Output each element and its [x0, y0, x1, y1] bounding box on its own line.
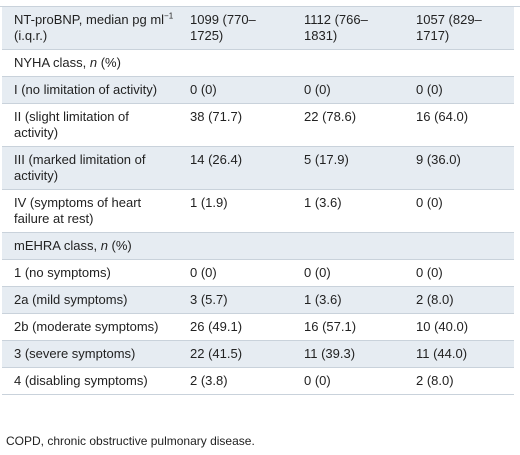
row-label: III (marked limitation of activity)	[2, 146, 182, 190]
table-cell: 0 (0)	[408, 76, 514, 104]
row-label: 2a (mild symptoms)	[2, 286, 182, 314]
table-cell: 11 (39.3)	[296, 340, 408, 368]
label-text: 2a (mild symptoms)	[14, 292, 128, 307]
label-text: 1 (no symptoms)	[14, 265, 111, 280]
table-cell: 0 (0)	[182, 259, 296, 287]
footnote: COPD, chronic obstructive pulmonary dise…	[6, 434, 255, 448]
table-cell: 2 (8.0)	[408, 286, 514, 314]
table-row: 2b (moderate symptoms) 26 (49.1) 16 (57.1)…	[2, 313, 514, 341]
row-label: II (slight limitation of activity)	[2, 103, 182, 147]
label-superscript: −1	[164, 11, 174, 21]
label-italic: n	[89, 55, 98, 70]
label-text: 2b (moderate symptoms)	[14, 319, 159, 334]
table-cell: 5 (17.9)	[296, 146, 408, 190]
table-cell: 1 (1.9)	[182, 189, 296, 233]
table-cell: 16 (64.0)	[408, 103, 514, 147]
row-label: 1 (no symptoms)	[2, 259, 182, 287]
table-cell: 0 (0)	[296, 259, 408, 287]
table-row: I (no limitation of activity) 0 (0) 0 (0) 0…	[2, 76, 514, 104]
row-label: 4 (disabling symptoms)	[2, 367, 182, 395]
table-row: 3 (severe symptoms) 22 (41.5) 11 (39.3) 11 …	[2, 340, 514, 368]
table-cell: 1112 (766–1831)	[296, 7, 408, 50]
table-row: NYHA class, n (%)	[2, 49, 514, 77]
table-cell: 0 (0)	[408, 259, 514, 287]
table-cell: 9 (36.0)	[408, 146, 514, 190]
row-label: 3 (severe symptoms)	[2, 340, 182, 368]
label-italic: n	[100, 238, 108, 253]
table-cell: 2 (3.8)	[182, 367, 296, 395]
label-text: 4 (disabling symptoms)	[14, 373, 148, 388]
label-text: (i.q.r.)	[14, 28, 48, 43]
table-cell: 2 (8.0)	[408, 367, 514, 395]
table-cell: 14 (26.4)	[182, 146, 296, 190]
label-text: NT-proBNP, median pg ml	[14, 12, 165, 27]
table-cell: 1057 (829–1717)	[408, 7, 514, 50]
row-label: IV (symptoms of heart failure at rest)	[2, 189, 182, 233]
table-cell: 38 (71.7)	[182, 103, 296, 147]
table-cell: 0 (0)	[182, 76, 296, 104]
table-cell: 10 (40.0)	[408, 313, 514, 341]
table-cell: 0 (0)	[408, 189, 514, 233]
table-cell: 22 (78.6)	[296, 103, 408, 147]
table-cell: 22 (41.5)	[182, 340, 296, 368]
table-cell: 26 (49.1)	[182, 313, 296, 341]
row-label: 2b (moderate symptoms)	[2, 313, 182, 341]
label-text: (%)	[107, 238, 132, 253]
cut-row	[0, 0, 520, 7]
label-text: II (slight limitation of activity)	[14, 109, 129, 140]
table-row: 2a (mild symptoms) 3 (5.7) 1 (3.6) 2 (8.0)	[2, 286, 514, 314]
table-cell: 1 (3.6)	[296, 286, 408, 314]
table-row: III (marked limitation of activity) 14 (2…	[2, 146, 514, 190]
table-row: mEHRA class, n (%)	[2, 232, 514, 260]
row-label: NYHA class, n (%)	[2, 49, 514, 77]
label-text: III (marked limitation of activity)	[14, 152, 146, 183]
table-cell: 16 (57.1)	[296, 313, 408, 341]
table-row: 1 (no symptoms) 0 (0) 0 (0) 0 (0)	[2, 259, 514, 287]
table-cell: 3 (5.7)	[182, 286, 296, 314]
table-cell: 11 (44.0)	[408, 340, 514, 368]
table-row: NT-proBNP, median pg ml−1 (i.q.r.) 1099 (…	[2, 7, 514, 50]
table-row: II (slight limitation of activity) 38 (71…	[2, 103, 514, 147]
table-cell: 0 (0)	[296, 76, 408, 104]
label-text: 3 (severe symptoms)	[14, 346, 136, 361]
table: NT-proBNP, median pg ml−1 (i.q.r.) 1099 (…	[2, 7, 514, 395]
row-label: I (no limitation of activity)	[2, 76, 182, 104]
table-row: IV (symptoms of heart failure at rest) 1 …	[2, 189, 514, 233]
table-row: 4 (disabling symptoms) 2 (3.8) 0 (0) 2 (8.0…	[2, 367, 514, 395]
label-text: I (no limitation of activity)	[14, 82, 158, 97]
table-cell: 1 (3.6)	[296, 189, 408, 233]
table-cell: 1099 (770–1725)	[182, 7, 296, 50]
label-text: mEHRA class,	[14, 238, 101, 253]
label-text: IV (symptoms of heart failure at rest)	[14, 195, 142, 226]
label-text: (%)	[97, 55, 121, 70]
row-label: mEHRA class, n (%)	[2, 232, 514, 260]
table-cell: 0 (0)	[296, 367, 408, 395]
label-text: NYHA class,	[14, 55, 90, 70]
row-label: NT-proBNP, median pg ml−1 (i.q.r.)	[2, 7, 182, 50]
